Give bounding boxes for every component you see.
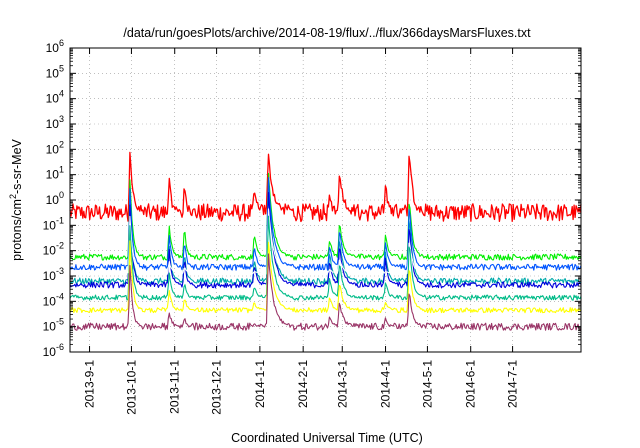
x-tick-label: 2014-6-1 — [464, 360, 478, 408]
y-tick-label-base: 10 — [46, 41, 60, 55]
x-tick-label: 2014-7-1 — [506, 360, 520, 408]
series-line — [69, 172, 582, 261]
y-tick-label-exp: 3 — [59, 114, 64, 124]
y-tick-label: 10-1 — [43, 215, 64, 232]
series-line — [69, 253, 582, 331]
x-tick-label: 2014-3-1 — [335, 360, 349, 408]
y-tick-label-exp: 4 — [59, 89, 64, 99]
y-tick-label-base: 10 — [46, 193, 60, 207]
x-tick-label: 2013-12-1 — [210, 360, 224, 415]
x-tick-label: 2014-2-1 — [296, 360, 310, 408]
y-tick-label: 104 — [46, 89, 64, 106]
y-tick-label-base: 10 — [46, 142, 60, 156]
y-tick-label-base: 10 — [43, 269, 57, 283]
y-tick-label-exp: -1 — [56, 215, 64, 225]
x-tick-label: 2014-4-1 — [379, 360, 393, 408]
y-tick-label-exp: -4 — [56, 291, 64, 301]
y-tick-label: 10-3 — [43, 266, 64, 283]
y-tick-label: 10-5 — [43, 317, 64, 334]
x-tick-label: 2014-5-1 — [420, 360, 434, 408]
series-line — [69, 191, 582, 289]
y-tick-label-base: 10 — [46, 66, 60, 80]
grid-lines — [70, 47, 581, 353]
series-line — [69, 177, 582, 271]
y-tick-label: 105 — [46, 63, 64, 80]
series-line — [69, 240, 582, 314]
series-lines — [69, 151, 582, 331]
y-axis-label-base: protons/cm — [10, 199, 24, 261]
x-axis-label: Coordinated Universal Time (UTC) — [231, 431, 423, 445]
y-tick-label-exp: 0 — [59, 190, 64, 200]
y-tick-label-exp: 5 — [59, 63, 64, 73]
y-tick-label-base: 10 — [43, 218, 57, 232]
y-tick-label-base: 10 — [46, 92, 60, 106]
y-axis-label-rest: -s-sr-MeV — [10, 138, 24, 194]
y-axis-label-sup: 2 — [8, 194, 18, 199]
x-tick-label: 2014-1-1 — [253, 360, 267, 408]
y-tick-label-base: 10 — [43, 244, 57, 258]
y-tick-label-base: 10 — [43, 320, 57, 334]
series-line — [69, 215, 582, 301]
y-tick-label: 103 — [46, 114, 64, 131]
y-tick-label: 100 — [46, 190, 64, 207]
y-tick-label: 102 — [46, 139, 64, 156]
series-line — [69, 151, 582, 223]
y-tick-label-base: 10 — [43, 294, 57, 308]
y-tick-label-exp: 6 — [59, 38, 64, 48]
y-tick-label-exp: -3 — [56, 266, 64, 276]
x-tick-label: 2013-11-1 — [168, 360, 182, 414]
y-tick-label-base: 10 — [46, 117, 60, 131]
y-axis-label: protons/cm2-s-sr-MeV — [8, 138, 24, 260]
y-axis-ticks: 10610510410310210110010-110-210-310-410-… — [43, 38, 581, 359]
y-tick-label: 101 — [46, 165, 64, 182]
y-tick-label-base: 10 — [46, 168, 60, 182]
y-tick-label: 106 — [46, 38, 64, 55]
y-tick-label-exp: 2 — [59, 139, 64, 149]
y-tick-label-exp: -5 — [56, 317, 64, 327]
y-tick-label: 10-4 — [43, 291, 64, 308]
y-tick-label-base: 10 — [43, 345, 57, 359]
x-axis-ticks: 2013-9-1 2013-10-1 2013-11-1 2013-12-1 2014-… — [83, 48, 520, 415]
y-tick-label: 10-2 — [43, 241, 64, 258]
y-tick-label-exp: -2 — [56, 241, 64, 251]
y-tick-label-exp: -6 — [56, 342, 64, 352]
x-tick-label: 2013-9-1 — [83, 360, 97, 408]
y-tick-label: 10-6 — [43, 342, 64, 359]
x-tick-label: 2013-10-1 — [124, 360, 138, 415]
chart-title: /data/run/goesPlots/archive/2014-08-19/f… — [123, 26, 531, 40]
series-line — [69, 183, 582, 285]
y-tick-label-exp: 1 — [59, 165, 64, 175]
series-line — [69, 208, 582, 276]
